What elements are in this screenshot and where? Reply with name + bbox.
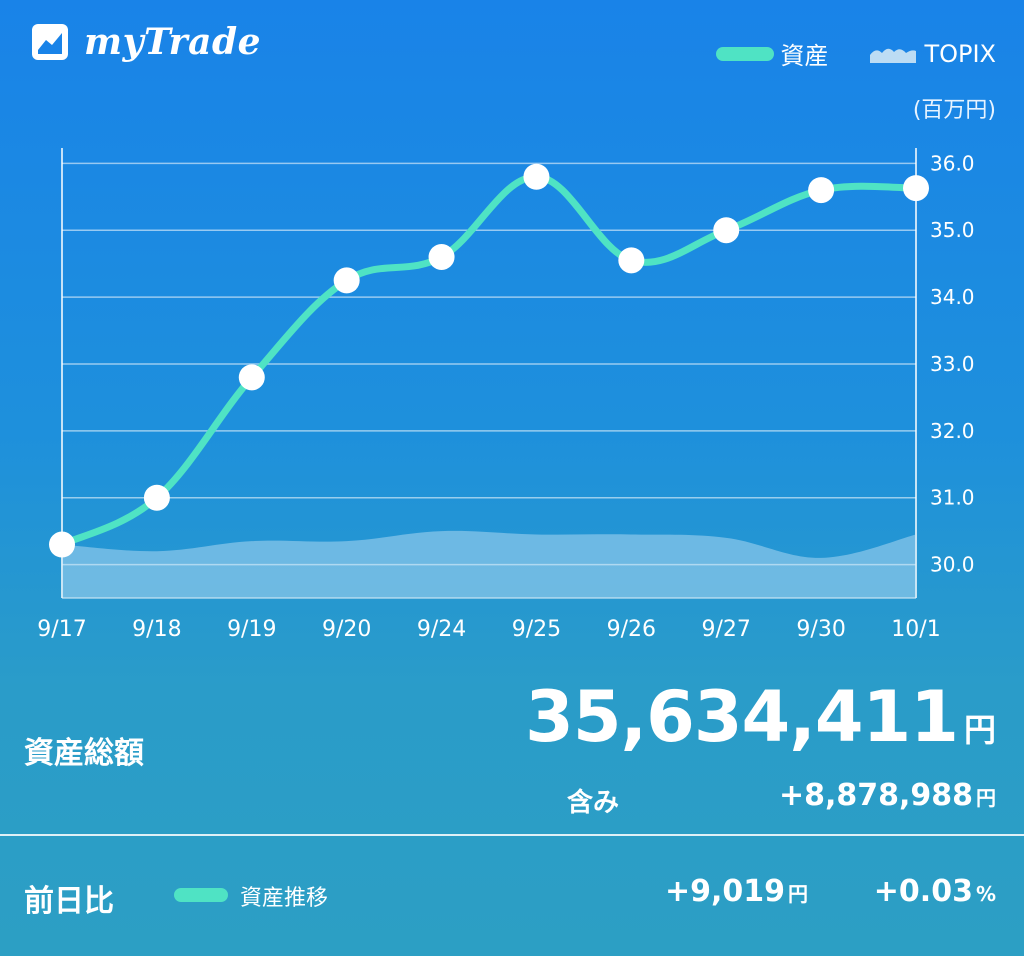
asset-point — [238, 364, 265, 391]
x-tick-label: 9/18 — [132, 617, 181, 642]
unrealized-gain-number: +8,878,988 — [778, 778, 973, 813]
y-axis-ticks: 30.0 31.0 32.0 33.0 34.0 35.0 36.0 — [930, 151, 975, 576]
chart-logo-icon — [32, 24, 68, 60]
y-tick-label: 33.0 — [930, 352, 975, 376]
legend-item-asset: 資産 — [716, 36, 828, 71]
y-tick-label: 31.0 — [930, 486, 975, 510]
topix-area — [62, 530, 916, 598]
unrealized-gain-value: +8,878,988 円 — [779, 778, 996, 813]
daily-change-amount: +9,019 円 — [665, 874, 808, 909]
asset-trend-label: 資産推移 — [240, 886, 329, 911]
daily-change-amount-number: +9,019 — [664, 874, 785, 909]
x-tick-label: 9/17 — [37, 617, 86, 642]
asset-point — [713, 217, 740, 244]
x-tick-label: 9/19 — [227, 617, 276, 642]
y-tick-label: 30.0 — [930, 553, 975, 577]
x-tick-label: 9/27 — [702, 617, 751, 642]
app-logo: myTrade — [30, 22, 261, 62]
chart-legend: 資産 TOPIX — [716, 36, 996, 71]
unrealized-gain-unit: 円 — [976, 786, 996, 810]
asset-point — [808, 177, 835, 204]
asset-point — [523, 163, 550, 190]
daily-change-amount-unit: 円 — [788, 882, 808, 906]
asset-point — [143, 484, 170, 511]
chart-unit-label: (百万円) — [912, 98, 996, 123]
daily-change-bar: 前日比 資産推移 +9,019 円 +0.03 % — [0, 836, 1024, 956]
x-tick-label: 9/30 — [796, 617, 845, 642]
x-tick-label: 9/24 — [417, 617, 466, 642]
asset-points-layer — [49, 163, 929, 558]
asset-point — [49, 531, 75, 558]
app-name: myTrade — [84, 21, 262, 63]
legend-asset-label: 資産 — [780, 42, 829, 70]
x-axis-ticks: 9/17 9/18 9/19 9/20 9/24 9/25 9/26 9/27 9/30 10/1 — [37, 617, 940, 642]
asset-point — [903, 175, 929, 202]
y-tick-label: 32.0 — [930, 419, 975, 443]
asset-point — [428, 243, 455, 270]
x-tick-label: 9/25 — [512, 617, 561, 642]
x-tick-label: 9/26 — [607, 617, 656, 642]
chart-grid — [61, 148, 917, 599]
daily-change-label: 前日比 — [24, 884, 114, 919]
asset-line-layer — [58, 173, 920, 549]
asset-line — [58, 173, 920, 549]
asset-point — [333, 267, 360, 294]
total-assets-number: 35,634,411 — [525, 676, 959, 758]
unrealized-gain-label: 含み — [567, 788, 620, 818]
asset-point — [618, 247, 645, 274]
total-assets-unit: 円 — [963, 711, 996, 749]
legend-item-topix: TOPIX — [868, 40, 996, 68]
y-tick-label: 35.0 — [930, 218, 975, 242]
topix-area-swatch — [870, 48, 917, 63]
daily-change-percent-unit: % — [975, 882, 996, 906]
header: myTrade 資産 TOPIX (百万円) — [0, 0, 1024, 123]
y-tick-label: 34.0 — [930, 285, 975, 309]
section-divider — [0, 834, 1024, 836]
asset-line-swatch — [716, 46, 775, 61]
total-assets-label: 資産総額 — [24, 736, 144, 771]
y-tick-label: 36.0 — [930, 151, 975, 175]
topix-area-layer — [62, 530, 916, 598]
trend-line-swatch — [174, 888, 228, 902]
x-tick-label: 10/1 — [891, 617, 940, 642]
legend-topix-label: TOPIX — [924, 39, 996, 68]
total-assets-value: 35,634,411 円 — [525, 672, 996, 762]
daily-change-percent: +0.03 % — [874, 874, 996, 909]
asset-chart: 30.031.032.033.034.035.036.0 9/17 9/18 9/1… — [37, 148, 975, 642]
x-tick-label: 9/20 — [322, 617, 371, 642]
daily-change-percent-number: +0.03 — [873, 874, 973, 909]
